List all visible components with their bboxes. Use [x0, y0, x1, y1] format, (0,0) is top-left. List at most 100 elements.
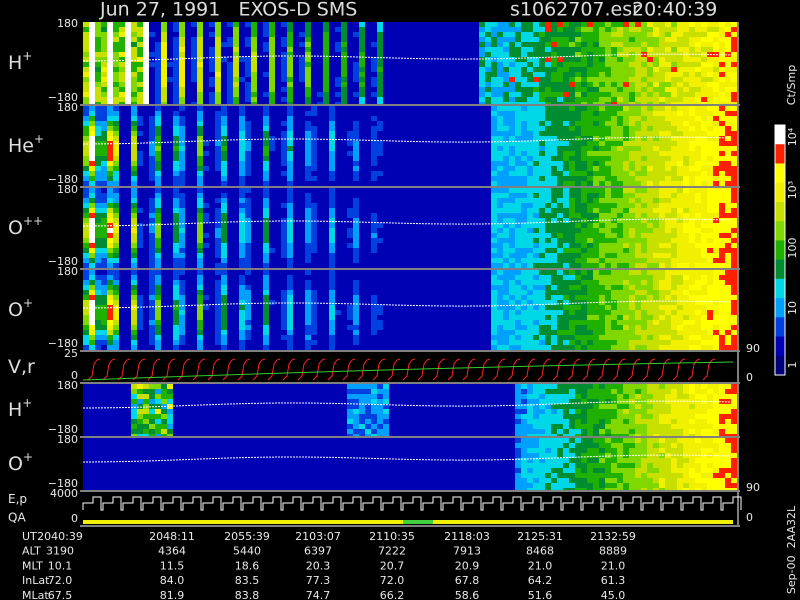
cell	[449, 111, 455, 116]
cell	[251, 67, 257, 72]
cell	[203, 181, 209, 186]
cell	[707, 77, 713, 82]
cell	[377, 218, 383, 223]
cell	[503, 171, 509, 176]
cell	[695, 141, 701, 146]
cell	[443, 37, 449, 42]
cell	[641, 47, 647, 52]
cell	[341, 116, 347, 121]
cell	[167, 37, 173, 42]
cell	[545, 97, 551, 102]
cell	[317, 176, 323, 181]
cell	[533, 146, 539, 151]
cell	[461, 146, 467, 151]
cell	[263, 193, 269, 198]
cell	[173, 248, 179, 253]
cell	[365, 198, 371, 203]
cell	[137, 106, 143, 111]
cell	[149, 203, 155, 208]
cell	[629, 136, 635, 141]
cell	[605, 67, 611, 72]
cell	[683, 136, 689, 141]
cell	[311, 176, 317, 181]
cell	[437, 238, 443, 243]
cell	[701, 67, 707, 72]
cell	[545, 47, 551, 52]
cell	[533, 203, 539, 208]
cell	[563, 57, 569, 62]
cell	[209, 67, 215, 72]
cell	[209, 141, 215, 146]
cell	[191, 213, 197, 218]
cell	[101, 248, 107, 253]
cell	[653, 72, 659, 77]
cell	[347, 121, 353, 126]
cell	[449, 248, 455, 253]
cell	[293, 238, 299, 243]
cell	[215, 223, 221, 228]
cell	[491, 111, 497, 116]
cell	[377, 52, 383, 57]
cell	[305, 27, 311, 32]
cell	[497, 188, 503, 193]
cell	[401, 218, 407, 223]
cell	[83, 121, 89, 126]
cell	[275, 111, 281, 116]
cell	[257, 171, 263, 176]
cell	[437, 218, 443, 223]
cell	[647, 42, 653, 47]
cell	[311, 166, 317, 171]
cell	[185, 22, 191, 27]
cell	[515, 121, 521, 126]
cell	[359, 32, 365, 37]
cell	[509, 57, 515, 62]
cell	[395, 106, 401, 111]
cell	[719, 67, 725, 72]
cell	[653, 156, 659, 161]
cell	[545, 116, 551, 121]
cell	[125, 161, 131, 166]
cell	[443, 166, 449, 171]
cell	[407, 32, 413, 37]
cell	[485, 136, 491, 141]
cell	[377, 258, 383, 263]
cell	[527, 203, 533, 208]
cell	[233, 253, 239, 258]
cell	[161, 181, 167, 186]
cell	[221, 233, 227, 238]
cell	[299, 92, 305, 97]
cell	[89, 218, 95, 223]
cell	[611, 87, 617, 92]
cell	[551, 67, 557, 72]
cell	[569, 136, 575, 141]
cell	[431, 77, 437, 82]
cell	[509, 111, 515, 116]
cell	[347, 32, 353, 37]
cell	[149, 223, 155, 228]
cell	[653, 22, 659, 27]
cell	[95, 72, 101, 77]
cell	[539, 181, 545, 186]
cell	[251, 248, 257, 253]
cell	[641, 111, 647, 116]
cell	[395, 208, 401, 213]
cell	[485, 193, 491, 198]
cell	[281, 198, 287, 203]
cell	[371, 248, 377, 253]
cell	[653, 67, 659, 72]
cell	[635, 181, 641, 186]
cell	[731, 181, 737, 186]
cell	[665, 67, 671, 72]
cell	[353, 37, 359, 42]
cell	[83, 228, 89, 233]
cell	[137, 233, 143, 238]
cell	[173, 102, 179, 104]
cell	[95, 102, 101, 104]
cell	[641, 181, 647, 186]
cell	[443, 42, 449, 47]
cell	[701, 27, 707, 32]
cell	[425, 52, 431, 57]
cell	[515, 228, 521, 233]
cell	[701, 47, 707, 52]
cell	[473, 228, 479, 233]
